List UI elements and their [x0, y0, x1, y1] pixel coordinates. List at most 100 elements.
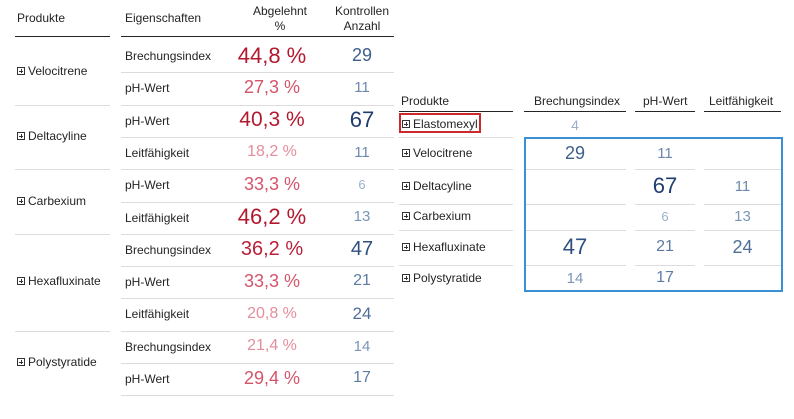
rejected-percent-cell: 33,3 %: [243, 174, 301, 195]
header-rule: [15, 36, 110, 37]
expand-plus-icon[interactable]: [17, 67, 25, 76]
matrix-row-separator: [399, 230, 513, 231]
matrix-value-cell[interactable]: 11: [657, 144, 673, 162]
row-separator: [121, 233, 394, 235]
matrix-value-cell[interactable]: 4: [571, 116, 579, 133]
matrix-row-separator: [399, 137, 513, 138]
expand-plus-icon[interactable]: [17, 196, 25, 205]
product-row-header[interactable]: Hexafluxinate: [17, 274, 101, 288]
matrix-value-cell[interactable]: 47: [562, 234, 588, 260]
matrix-row-separator: [635, 169, 695, 170]
matrix-value-cell[interactable]: 67: [652, 173, 678, 199]
count-cell: 11: [354, 79, 370, 97]
product-row-header[interactable]: Deltacyline: [17, 129, 87, 143]
product-row-header[interactable]: Polystyratide: [17, 355, 97, 369]
expand-plus-icon[interactable]: [402, 148, 410, 157]
product-row-header[interactable]: Carbexium: [17, 194, 86, 208]
matrix-value-cell[interactable]: 11: [734, 177, 751, 195]
count-cell: 13: [353, 208, 371, 226]
matrix-row-separator: [704, 204, 781, 205]
header-kontrollen-line1: Kontrollen: [334, 4, 390, 18]
matrix-row-separator: [524, 169, 626, 170]
rejected-percent-cell: 33,3 %: [243, 271, 301, 292]
matrix-header-brechungsindex[interactable]: Brechungsindex: [534, 94, 621, 108]
rejected-percent-cell: 20,8 %: [247, 304, 297, 322]
row-separator: [121, 395, 394, 397]
matrix-value-cell[interactable]: 21: [656, 237, 674, 255]
row-separator: [121, 72, 394, 74]
header-eigenschaften[interactable]: Eigenschaften: [125, 11, 202, 25]
matrix-value-cell[interactable]: 24: [732, 236, 753, 257]
header-abgelehnt[interactable]: Abgelehnt %: [230, 4, 330, 34]
matrix-header-produkte[interactable]: Produkte: [401, 94, 450, 108]
row-separator: [121, 104, 394, 106]
expand-plus-icon[interactable]: [402, 273, 410, 282]
count-cell: 17: [353, 369, 371, 387]
selected-cells-highlight: [524, 137, 783, 292]
matrix-header-rule: [635, 111, 695, 112]
count-cell: 67: [349, 107, 375, 133]
matrix-row-separator: [635, 265, 695, 266]
matrix-row-separator: [635, 204, 695, 205]
rejected-percent-cell: 44,8 %: [237, 42, 307, 68]
header-kontrollen-line2: Anzahl: [343, 19, 381, 33]
matrix-header-ph-wert[interactable]: pH-Wert: [643, 94, 688, 108]
property-cell: Brechungsindex: [125, 49, 212, 63]
property-cell: Leitfähigkeit: [125, 145, 190, 160]
header-kontrollen[interactable]: Kontrollen Anzahl: [330, 4, 394, 34]
matrix-value-cell[interactable]: 14: [566, 269, 584, 287]
group-separator: [15, 104, 110, 106]
matrix-header-rule: [704, 111, 781, 112]
selected-row-highlight: [399, 113, 481, 133]
property-cell: Leitfähigkeit: [125, 210, 190, 225]
matrix-row-separator: [635, 230, 695, 231]
header-produkte[interactable]: Produkte: [17, 11, 66, 25]
row-separator: [121, 169, 394, 171]
count-cell: 6: [358, 177, 366, 193]
count-cell: 21: [353, 272, 371, 290]
expand-plus-icon[interactable]: [17, 277, 25, 286]
group-separator: [15, 233, 110, 235]
product-name: Velocitrene: [28, 64, 88, 79]
expand-plus-icon[interactable]: [402, 181, 410, 190]
matrix-row-header[interactable]: Elastomexyl: [402, 117, 478, 131]
product-name: Carbexium: [28, 193, 87, 208]
matrix-row-header[interactable]: Hexafluxinate: [402, 240, 486, 254]
matrix-value-cell[interactable]: 6: [661, 209, 669, 225]
matrix-row-header[interactable]: Polystyratide: [402, 271, 482, 285]
matrix-row-separator: [399, 204, 513, 205]
rejected-percent-cell: 27,3 %: [243, 77, 301, 98]
expand-plus-icon[interactable]: [402, 242, 410, 251]
matrix-value-cell[interactable]: 13: [734, 208, 751, 225]
count-cell: 24: [352, 304, 372, 323]
matrix-product-name: Carbexium: [413, 209, 472, 223]
expand-plus-icon[interactable]: [17, 358, 25, 366]
product-row-header[interactable]: Velocitrene: [17, 64, 87, 78]
property-cell: pH-Wert: [125, 178, 170, 193]
rejected-percent-cell: 29,4 %: [243, 367, 301, 388]
matrix-row-separator: [704, 230, 781, 231]
property-cell: Brechungsindex: [125, 339, 212, 354]
matrix-value-cell[interactable]: 17: [656, 268, 674, 286]
expand-plus-icon[interactable]: [402, 212, 410, 220]
expand-plus-icon[interactable]: [402, 120, 410, 128]
matrix-value-cell[interactable]: 29: [564, 142, 586, 163]
expand-plus-icon[interactable]: [17, 131, 25, 140]
matrix-row-separator: [524, 265, 626, 266]
matrix-row-header[interactable]: Velocitrene: [402, 146, 472, 160]
count-cell: 47: [350, 237, 374, 260]
row-separator: [121, 298, 394, 300]
matrix-row-header[interactable]: Deltacyline: [402, 179, 472, 193]
count-cell: 14: [353, 337, 371, 355]
matrix-header-rule: [524, 111, 626, 112]
product-name: Hexafluxinate: [28, 274, 101, 289]
count-cell: 11: [354, 143, 370, 161]
matrix-product-name: Velocitrene: [413, 145, 473, 160]
row-separator: [121, 136, 394, 138]
row-separator: [121, 266, 394, 268]
matrix-header-leitfaehigkeit[interactable]: Leitfähigkeit: [709, 94, 774, 108]
rejected-percent-cell: 36,2 %: [240, 237, 304, 260]
matrix-row-header[interactable]: Carbexium: [402, 209, 471, 223]
matrix-product-name: Elastomexyl: [413, 117, 478, 131]
matrix-row-separator: [399, 265, 513, 266]
